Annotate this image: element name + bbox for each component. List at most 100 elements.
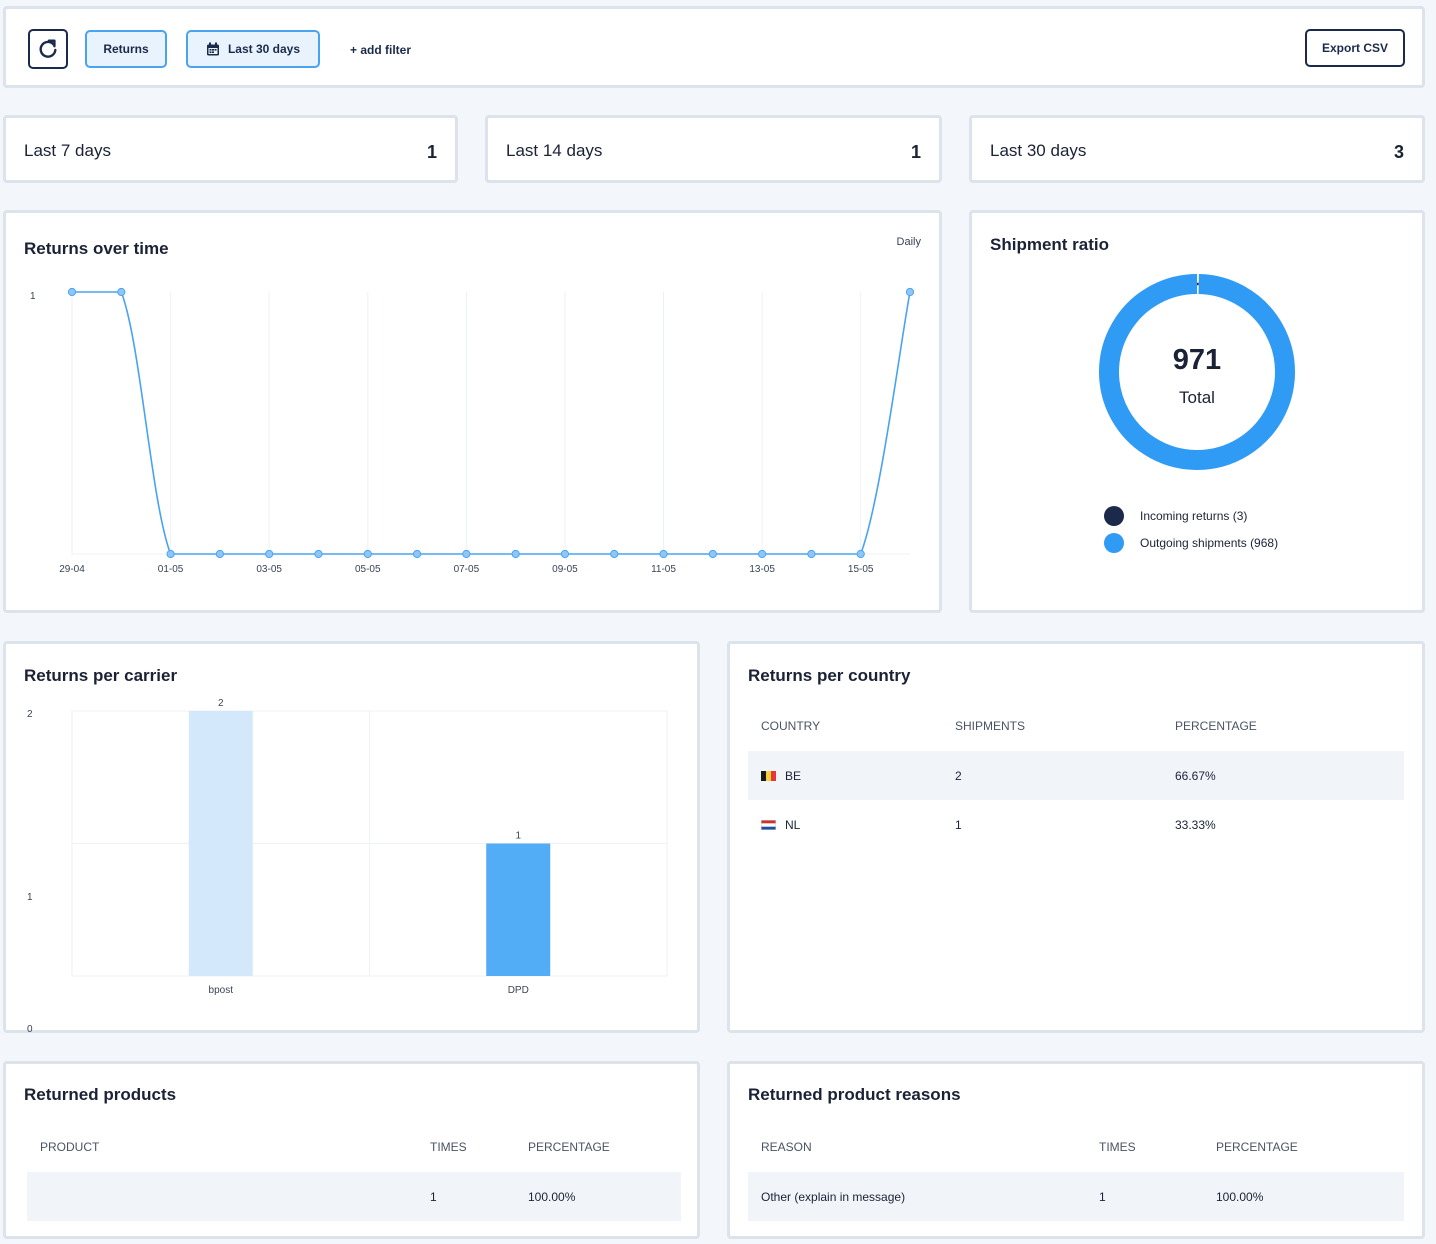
data-point <box>215 549 224 559</box>
stat-value: 3 <box>1393 142 1404 162</box>
country-code: NL <box>785 817 801 832</box>
stat-label: Last 30 days <box>990 141 1087 160</box>
table-row: 1 100.00% <box>27 1172 681 1221</box>
data-point <box>807 549 816 559</box>
x-tick-label: 13-05 <box>749 564 775 575</box>
y-tick-label: 1 <box>30 291 36 302</box>
donut-total-value: 971 <box>1172 344 1222 376</box>
column-header-percentage[interactable]: PERCENTAGE <box>1175 719 1257 733</box>
returns-per-country-card: Returns per country COUNTRY SHIPMENTS PE… <box>727 641 1425 1033</box>
data-point <box>560 549 570 559</box>
returns-over-time-title: Returns over time <box>24 239 169 258</box>
export-csv-button[interactable]: Export CSV <box>1305 29 1405 67</box>
data-point <box>905 287 915 297</box>
x-tick-label: 07-05 <box>454 564 480 575</box>
shipments-cell: 1 <box>955 817 962 832</box>
products-table: PRODUCT TIMES PERCENTAGE 1 100.00% <box>27 1122 681 1221</box>
country-cell: BE <box>748 751 942 800</box>
data-label: 1 <box>515 831 521 842</box>
shipment-ratio-title: Shipment ratio <box>990 235 1110 254</box>
refresh-button[interactable] <box>28 29 68 69</box>
table-row: Other (explain in message) 1 100.00% <box>748 1172 1404 1221</box>
export-csv-label: Export CSV <box>1321 41 1388 55</box>
percentage-cell: 100.00% <box>1203 1172 1404 1221</box>
column-header-reason[interactable]: REASON <box>761 1140 812 1154</box>
stat-card-7-days: Last 7 days 1 <box>3 115 458 183</box>
stat-label: Last 14 days <box>506 141 603 160</box>
granularity-label[interactable]: Daily <box>896 236 921 248</box>
date-range-button[interactable]: Last 30 days <box>186 30 320 68</box>
calendar-icon <box>206 42 219 56</box>
x-tick-label: DPD <box>508 985 529 996</box>
shipment-ratio-donut <box>1099 274 1295 470</box>
returned-products-title: Returned products <box>24 1085 177 1104</box>
y-tick-label: 1 <box>27 892 33 903</box>
data-point <box>462 549 471 559</box>
data-label: 2 <box>218 698 224 709</box>
carrier-bar-chart: 2 1 0 2 bpost 1 DPD <box>27 698 668 1033</box>
legend-item-incoming[interactable]: Incoming returns (3) <box>1104 506 1247 526</box>
data-point <box>314 549 323 559</box>
donut-slice <box>1099 274 1295 470</box>
returned-reasons-title: Returned product reasons <box>748 1085 961 1104</box>
data-point <box>708 549 717 559</box>
x-tick-label: 03-05 <box>256 564 282 575</box>
column-header-percentage[interactable]: PERCENTAGE <box>528 1140 610 1154</box>
percentage-cell: 100.00% <box>515 1172 681 1221</box>
netherlands-flag-icon <box>761 820 776 831</box>
x-tick-label: 01-05 <box>158 564 184 575</box>
column-header-times[interactable]: TIMES <box>430 1140 467 1154</box>
refresh-icon <box>39 39 57 58</box>
stat-card-30-days: Last 30 days 3 <box>969 115 1425 183</box>
returned-reasons-card: Returned product reasons REASON TIMES PE… <box>727 1061 1425 1239</box>
column-header-country[interactable]: COUNTRY <box>761 719 821 733</box>
data-point <box>265 549 274 559</box>
stat-value: 1 <box>910 142 921 162</box>
data-point <box>758 549 767 559</box>
returns-over-time-card: Returns over time Daily 1 29-04 01-05 03-05… <box>3 210 942 613</box>
add-filter-button[interactable]: + add filter <box>350 43 412 57</box>
column-header-times[interactable]: TIMES <box>1099 1140 1136 1154</box>
x-tick-label: 05-05 <box>355 564 381 575</box>
returns-per-carrier-card: Returns per carrier 2 1 0 2 bpost 1 DPD <box>3 641 700 1033</box>
column-header-percentage[interactable]: PERCENTAGE <box>1216 1140 1298 1154</box>
table-row: NL 1 33.33% <box>748 800 1404 849</box>
data-point <box>511 549 520 559</box>
stat-value: 1 <box>426 142 437 162</box>
x-tick-label: bpost <box>209 985 234 996</box>
data-point <box>659 549 668 559</box>
country-code: BE <box>785 768 802 783</box>
returns-filter-label: Returns <box>103 42 149 56</box>
data-point <box>67 287 77 297</box>
shipments-cell: 2 <box>942 751 1162 800</box>
series-line <box>72 291 911 555</box>
times-cell: 1 <box>417 1172 515 1221</box>
returns-line-chart: 1 29-04 01-05 03-05 05-05 07-05 09-05 11-05 13-0… <box>30 287 915 575</box>
data-point <box>166 549 175 559</box>
bar-chart-plot: 2 1 0 2 bpost 1 DPD <box>27 698 668 1033</box>
y-tick-label: 0 <box>27 1024 33 1033</box>
line-chart-plot: 1 29-04 01-05 03-05 05-05 07-05 09-05 11-05 13-0… <box>30 287 915 575</box>
legend-label: Incoming returns (3) <box>1140 509 1248 523</box>
shipment-ratio-card: Shipment ratio 971 Total Incoming return… <box>969 210 1425 613</box>
data-point <box>856 549 865 559</box>
column-header-product[interactable]: PRODUCT <box>40 1140 100 1154</box>
y-tick-label: 2 <box>27 709 33 720</box>
column-header-shipments[interactable]: SHIPMENTS <box>955 719 1026 733</box>
legend-item-outgoing[interactable]: Outgoing shipments (968) <box>1104 533 1278 553</box>
data-point <box>610 549 619 559</box>
x-tick-label: 11-05 <box>651 564 676 575</box>
donut-total-label: Total <box>1179 388 1215 407</box>
legend-dot <box>1104 533 1124 553</box>
returned-products-card: Returned products PRODUCT TIMES PERCENTA… <box>3 1061 700 1239</box>
data-point <box>117 287 126 297</box>
percentage-cell: 66.67% <box>1162 751 1404 800</box>
percentage-cell: 33.33% <box>1175 817 1216 832</box>
date-range-label: Last 30 days <box>227 42 301 56</box>
data-point <box>363 549 372 559</box>
returns-filter-button[interactable]: Returns <box>85 30 167 68</box>
reason-cell: Other (explain in message) <box>748 1172 1086 1221</box>
country-table: COUNTRY SHIPMENTS PERCENTAGE BE 2 66.67% <box>748 701 1404 849</box>
stat-card-14-days: Last 14 days 1 <box>485 115 942 183</box>
reasons-table: REASON TIMES PERCENTAGE Other (explain i… <box>748 1122 1404 1221</box>
